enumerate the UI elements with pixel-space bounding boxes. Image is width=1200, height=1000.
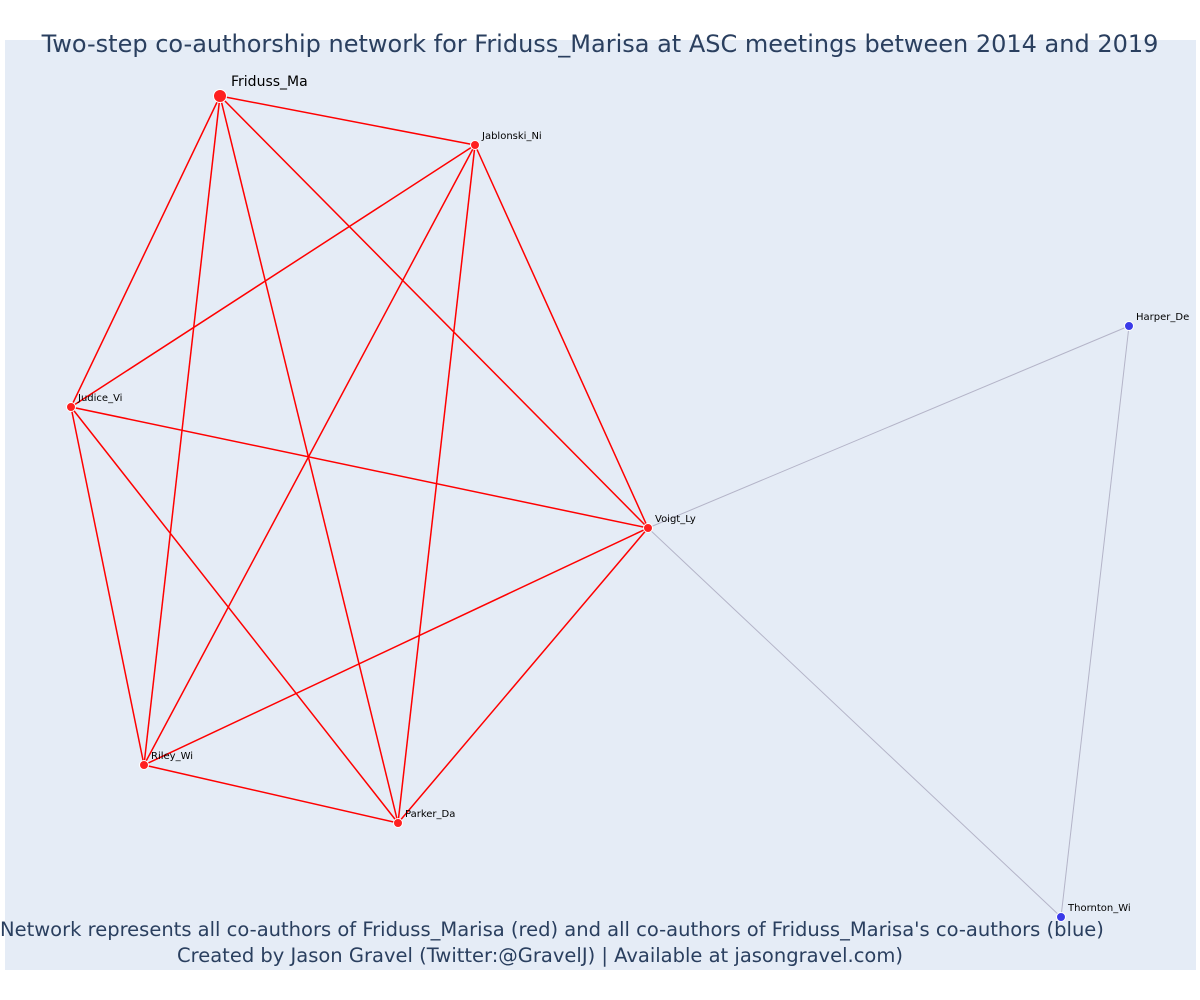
node-label-Jablonski_Ni: Jablonski_Ni — [481, 131, 542, 142]
node-Parker_Da[interactable] — [393, 818, 403, 828]
edge-Friduss_Ma-Judice_Vi — [70, 95, 221, 408]
chart-title: Two-step co-authorship network for Fridu… — [41, 30, 1159, 58]
nodes-layer — [66, 89, 1134, 922]
node-Voigt_Ly[interactable] — [643, 523, 653, 533]
node-Jablonski_Ni[interactable] — [470, 140, 480, 150]
edge-Voigt_Ly-Riley_Wi — [143, 527, 649, 766]
edge-Jablonski_Ni-Voigt_Ly — [474, 144, 649, 529]
labels-layer: Friduss_Ma Jablonski_Ni Judice_Vi Voigt_Ly R… — [77, 74, 1189, 914]
edge-Judice_Vi-Riley_Wi — [70, 406, 145, 766]
node-Judice_Vi[interactable] — [66, 402, 76, 412]
edge-Jablonski_Ni-Judice_Vi — [70, 144, 476, 408]
edge-Harper_De-Thornton_Wi — [1060, 325, 1130, 918]
node-Riley_Wi[interactable] — [139, 760, 149, 770]
edge-Voigt_Ly-Harper_De — [647, 325, 1130, 529]
caption-line-1: Network represents all co-authors of Fri… — [0, 918, 1104, 941]
node-Thornton_Wi[interactable] — [1056, 912, 1066, 922]
node-label-Friduss_Ma: Friduss_Ma — [231, 74, 308, 90]
node-label-Voigt_Ly: Voigt_Ly — [655, 514, 696, 525]
edge-Jablonski_Ni-Riley_Wi — [143, 144, 476, 766]
edge-Voigt_Ly-Thornton_Wi — [647, 527, 1062, 918]
edges-layer — [70, 95, 1130, 918]
node-Friduss_Ma[interactable] — [213, 89, 227, 103]
edge-Judice_Vi-Voigt_Ly — [70, 406, 649, 529]
edge-Voigt_Ly-Parker_Da — [397, 527, 649, 824]
edge-Riley_Wi-Parker_Da — [143, 764, 399, 824]
edge-Friduss_Ma-Parker_Da — [219, 95, 399, 824]
node-label-Harper_De: Harper_De — [1136, 312, 1189, 323]
caption-line-2: Created by Jason Gravel (Twitter:@Gravel… — [177, 944, 903, 967]
node-label-Thornton_Wi: Thornton_Wi — [1067, 903, 1131, 914]
node-Harper_De[interactable] — [1124, 321, 1134, 331]
edge-Friduss_Ma-Jablonski_Ni — [219, 95, 476, 146]
plot-background — [5, 40, 1196, 970]
node-label-Judice_Vi: Judice_Vi — [77, 393, 122, 404]
edge-Judice_Vi-Parker_Da — [70, 406, 399, 824]
edge-Friduss_Ma-Voigt_Ly — [219, 95, 649, 529]
node-label-Parker_Da: Parker_Da — [405, 809, 455, 820]
node-label-Riley_Wi: Riley_Wi — [151, 751, 193, 762]
